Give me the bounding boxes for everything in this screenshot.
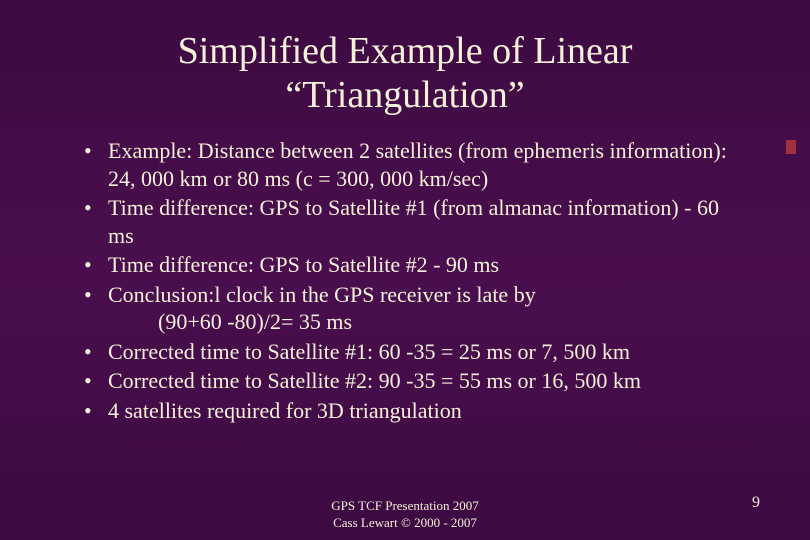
slide-body: Example: Distance between 2 satellites (… — [0, 127, 810, 424]
bullet-item: Corrected time to Satellite #2: 90 -35 =… — [80, 367, 750, 395]
slide: Simplified Example of Linear “Triangulat… — [0, 0, 810, 540]
bullet-item: Conclusion:l clock in the GPS receiver i… — [80, 281, 750, 336]
bullet-item: 4 satellites required for 3D triangulati… — [80, 397, 750, 425]
slide-title: Simplified Example of Linear “Triangulat… — [0, 0, 810, 127]
bullet-text: Time difference: GPS to Satellite #2 - 9… — [108, 252, 499, 277]
slide-footer: GPS TCF Presentation 2007 Cass Lewart © … — [0, 497, 810, 532]
bullet-item: Corrected time to Satellite #1: 60 -35 =… — [80, 338, 750, 366]
bullet-subline: (90+60 -80)/2= 35 ms — [108, 308, 750, 336]
bullet-text: Example: Distance between 2 satellites (… — [108, 138, 727, 191]
footer-line-1: GPS TCF Presentation 2007 — [0, 497, 810, 515]
page-number: 9 — [752, 494, 760, 512]
bullet-item: Time difference: GPS to Satellite #1 (fr… — [80, 194, 750, 249]
bullet-text: Corrected time to Satellite #1: 60 -35 =… — [108, 339, 630, 364]
bullet-list: Example: Distance between 2 satellites (… — [80, 137, 750, 424]
bullet-text: Time difference: GPS to Satellite #1 (fr… — [108, 195, 719, 248]
bullet-item: Example: Distance between 2 satellites (… — [80, 137, 750, 192]
footer-line-2: Cass Lewart © 2000 - 2007 — [0, 514, 810, 532]
accent-bar — [786, 140, 796, 154]
title-line-1: Simplified Example of Linear — [178, 30, 633, 72]
bullet-text: 4 satellites required for 3D triangulati… — [108, 398, 462, 423]
bullet-text: Corrected time to Satellite #2: 90 -35 =… — [108, 368, 641, 393]
bullet-item: Time difference: GPS to Satellite #2 - 9… — [80, 251, 750, 279]
bullet-text: Conclusion:l clock in the GPS receiver i… — [108, 282, 536, 307]
title-line-2: “Triangulation” — [285, 74, 524, 116]
